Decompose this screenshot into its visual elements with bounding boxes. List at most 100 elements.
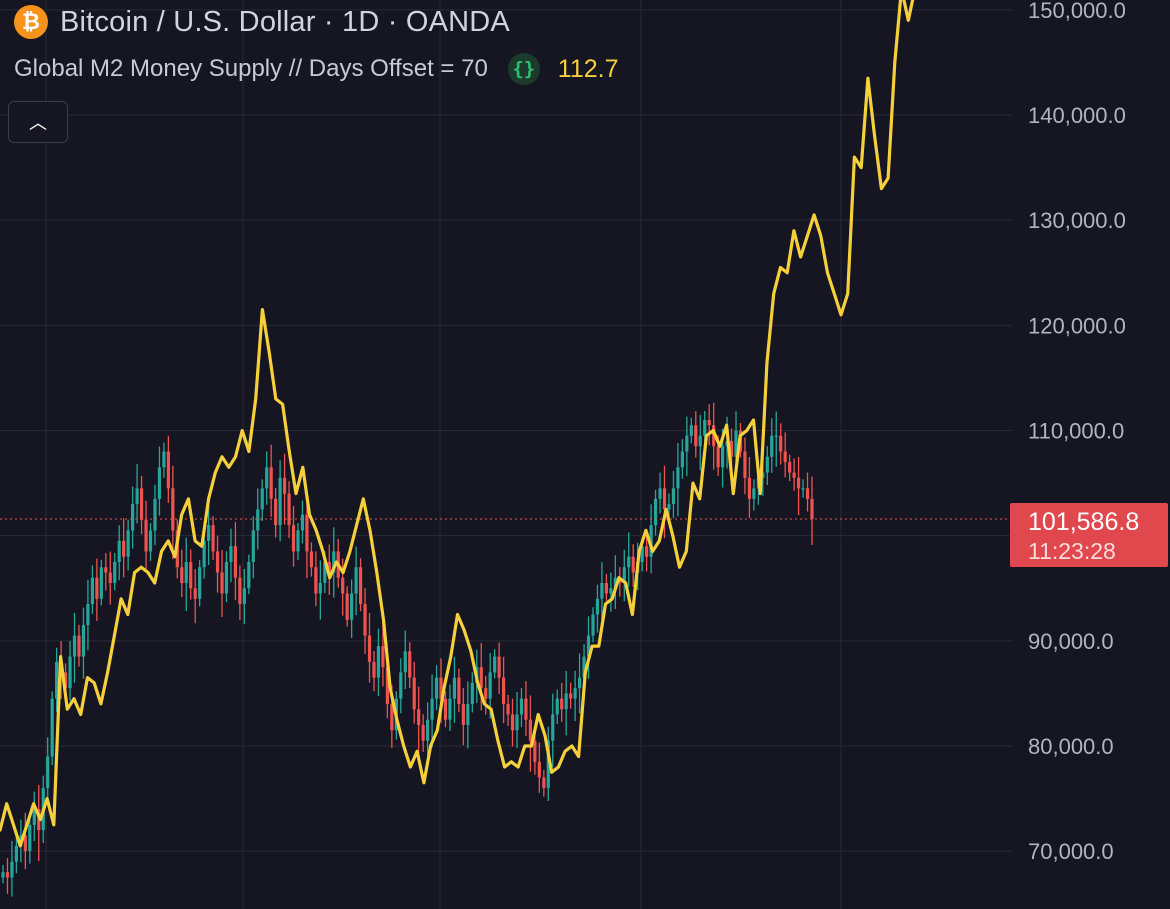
candle: [658, 472, 662, 514]
candle: [501, 656, 506, 724]
candle: [743, 437, 747, 495]
bitcoin-icon: ₿: [14, 5, 48, 39]
candle: [470, 672, 474, 713]
candle: [139, 475, 144, 535]
candle: [452, 656, 457, 723]
candle: [207, 504, 211, 566]
candle: [792, 458, 796, 491]
candle: [783, 432, 787, 478]
candle: [37, 784, 41, 862]
candle: [180, 549, 184, 597]
indicator-name[interactable]: Global M2 Money Supply // Days Offset = …: [14, 55, 488, 82]
candle: [524, 681, 528, 736]
current-price-label: 101,586.8: [1028, 508, 1140, 536]
candle: [613, 555, 617, 609]
candle: [354, 546, 358, 616]
candle: [148, 523, 153, 561]
candle: [434, 665, 439, 711]
candle: [171, 465, 175, 560]
candle: [162, 442, 166, 478]
candle: [707, 404, 711, 446]
candle: [153, 484, 157, 546]
candle: [55, 647, 59, 712]
candle: [238, 565, 242, 620]
candle: [457, 668, 461, 713]
candle: [1, 864, 5, 884]
bar-countdown: 11:23:28: [1028, 538, 1116, 564]
candle: [113, 552, 117, 591]
candle: [747, 457, 752, 519]
price-axis-label: 80,000.0: [1028, 734, 1114, 759]
candle: [198, 559, 202, 607]
candle: [577, 653, 582, 714]
candle: [653, 489, 658, 536]
candle: [86, 579, 90, 651]
candle: [604, 573, 608, 601]
candle: [193, 569, 197, 624]
candle: [680, 439, 684, 479]
candle: [144, 500, 148, 570]
candle: [484, 675, 488, 715]
candle: [595, 584, 600, 633]
candle: [564, 670, 568, 736]
candle: [341, 558, 345, 616]
candle: [332, 527, 336, 598]
candle: [282, 453, 287, 525]
candle: [497, 642, 501, 694]
candle: [671, 470, 676, 519]
candle: [50, 691, 54, 766]
code-braces-icon[interactable]: {}: [507, 53, 540, 85]
candle: [685, 416, 689, 477]
price-axis-label: 70,000.0: [1028, 839, 1114, 864]
candle: [14, 836, 19, 874]
candle: [510, 698, 515, 747]
candle: [68, 640, 72, 701]
candle: [242, 569, 246, 624]
candle: [247, 554, 251, 595]
candle: [569, 682, 573, 709]
candle: [399, 658, 403, 714]
btc-candlesticks: [1, 402, 814, 897]
symbol-row[interactable]: ₿ Bitcoin / U.S. Dollar · 1D · OANDA: [14, 4, 619, 40]
candle: [367, 613, 372, 683]
price-axis: 70,000.0 80,000.0 90,000.0 110,000.0 120,000…: [1028, 0, 1126, 864]
candle: [403, 630, 407, 690]
candle: [23, 812, 27, 870]
candle: [430, 674, 434, 748]
candle: [269, 444, 273, 517]
candle: [560, 682, 564, 722]
candle: [10, 840, 14, 897]
candle: [251, 516, 255, 579]
candle: [32, 791, 36, 841]
candle: [573, 670, 577, 722]
candle: [318, 560, 322, 620]
candle: [586, 616, 591, 679]
candle: [689, 417, 693, 444]
indicator-row[interactable]: Global M2 Money Supply // Days Offset = …: [14, 52, 619, 86]
candle: [376, 628, 381, 696]
chart-grid: [0, 0, 1012, 909]
candle: [108, 551, 112, 605]
symbol-title[interactable]: Bitcoin / U.S. Dollar · 1D · OANDA: [60, 5, 510, 38]
candle: [412, 661, 416, 724]
candle: [417, 686, 421, 754]
candle: [801, 479, 805, 498]
candle: [131, 486, 135, 549]
chart-legend: ₿ Bitcoin / U.S. Dollar · 1D · OANDA Glo…: [14, 4, 619, 86]
candle: [551, 693, 555, 768]
candle: [157, 446, 162, 516]
candle: [122, 518, 126, 578]
candle: [95, 558, 99, 621]
candle: [126, 519, 130, 571]
candle: [358, 558, 363, 612]
candle: [609, 572, 613, 612]
indicator-value: 112.7: [557, 54, 619, 83]
candle: [300, 500, 305, 544]
candle: [765, 446, 769, 486]
candle: [796, 457, 801, 515]
candle: [28, 814, 32, 864]
candle: [296, 523, 300, 560]
candle: [46, 737, 50, 804]
collapse-legend-button[interactable]: ︿: [8, 101, 68, 143]
